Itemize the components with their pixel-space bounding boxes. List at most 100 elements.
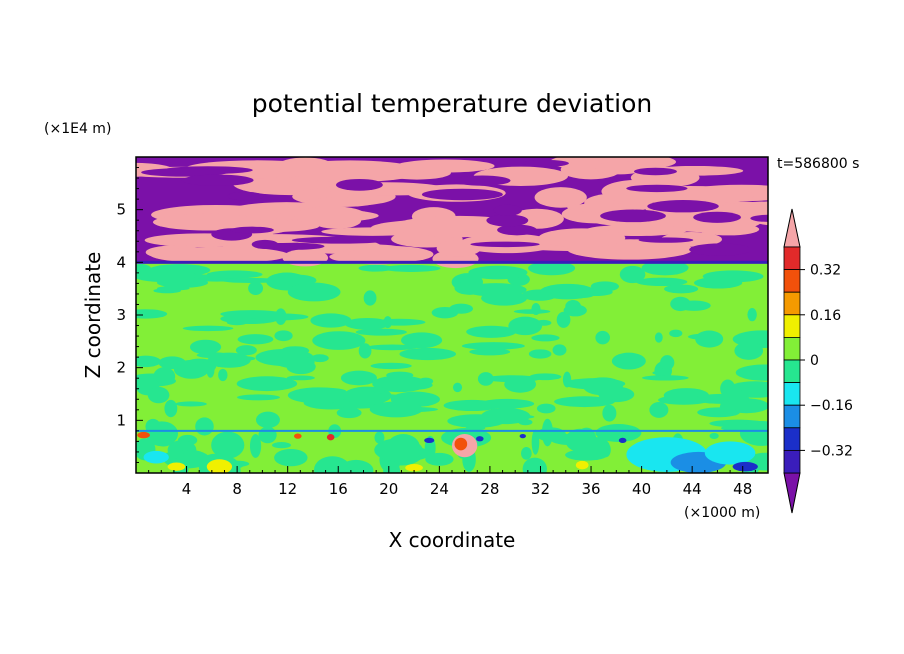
contour-patch bbox=[206, 361, 215, 378]
contour-patch bbox=[595, 330, 610, 345]
contour-patch bbox=[237, 334, 274, 345]
contour-patch bbox=[312, 286, 331, 301]
contour-patch bbox=[693, 211, 742, 223]
contour-patch bbox=[739, 420, 768, 446]
contour-patch bbox=[647, 200, 719, 213]
plot-area bbox=[136, 157, 768, 473]
contour-patch bbox=[732, 461, 758, 472]
contour-patch bbox=[158, 356, 186, 370]
contour-patch bbox=[344, 317, 390, 330]
contour-patch bbox=[704, 441, 756, 465]
contour-patch bbox=[189, 339, 222, 355]
contour-patch bbox=[275, 356, 315, 369]
contour-patch bbox=[611, 352, 646, 370]
contour-patch bbox=[563, 378, 626, 390]
contour-patch bbox=[540, 287, 553, 295]
contour-patch bbox=[304, 197, 376, 208]
contour-patch bbox=[182, 325, 234, 332]
contour-patch bbox=[468, 265, 528, 280]
contour-patch bbox=[336, 407, 362, 419]
contour-patch bbox=[664, 284, 699, 294]
contour-patch bbox=[522, 457, 547, 473]
contour-patch bbox=[689, 243, 751, 256]
contour-patch bbox=[258, 426, 277, 444]
x-tick-label: 8 bbox=[232, 480, 242, 498]
contour-patch bbox=[370, 362, 412, 370]
colorbar-segment bbox=[783, 336, 801, 361]
contour-patch bbox=[376, 407, 399, 413]
contour-patch bbox=[255, 411, 280, 429]
contour-patch bbox=[694, 393, 750, 404]
contour-patch bbox=[522, 159, 569, 167]
contour-patch bbox=[326, 434, 335, 441]
colorbar: 0.32 0.16 0 −0.16 −0.32 bbox=[783, 208, 853, 514]
contour-patch bbox=[211, 436, 221, 454]
contour-patch bbox=[164, 451, 185, 459]
x-tick-label: 48 bbox=[733, 480, 752, 498]
contour-patch bbox=[137, 431, 150, 439]
contour-patch bbox=[750, 214, 768, 222]
contour-patch bbox=[272, 442, 292, 449]
colorbar-label: −0.32 bbox=[810, 443, 853, 459]
contour-patch bbox=[669, 329, 683, 338]
contour-patch bbox=[195, 417, 214, 436]
x-tick-label: 16 bbox=[329, 480, 348, 498]
contour-patch bbox=[626, 184, 688, 193]
x-tick-label: 4 bbox=[182, 480, 192, 498]
contour-patch bbox=[454, 281, 486, 295]
contour-patch bbox=[521, 446, 532, 460]
x-tick-label: 44 bbox=[683, 480, 702, 498]
contour-patch bbox=[340, 370, 377, 386]
contour-patch bbox=[720, 379, 736, 398]
contour-patch bbox=[461, 342, 525, 350]
contour-patch bbox=[141, 168, 228, 177]
contour-patch bbox=[660, 355, 675, 371]
contour-patch bbox=[529, 373, 562, 381]
contour-patch bbox=[424, 437, 435, 443]
contour-patch bbox=[469, 348, 511, 356]
contour-patch bbox=[717, 201, 768, 216]
contour-patch bbox=[575, 460, 589, 470]
contour-patch bbox=[206, 459, 233, 473]
contour-patch bbox=[618, 437, 627, 443]
contour-patch bbox=[396, 159, 495, 173]
contour-patch bbox=[518, 419, 533, 426]
colorbar-segment bbox=[783, 449, 801, 474]
contour-patch bbox=[226, 320, 247, 326]
contour-patch bbox=[367, 393, 400, 399]
contour-patch bbox=[400, 332, 443, 349]
x-tick-label: 20 bbox=[379, 480, 398, 498]
layer-boundary-line bbox=[136, 260, 768, 264]
colorbar-label: 0.16 bbox=[810, 308, 841, 324]
contour-patch bbox=[697, 407, 740, 418]
contour-patch bbox=[447, 414, 505, 428]
contour-patch bbox=[641, 375, 689, 381]
contour-patch bbox=[688, 333, 719, 340]
contour-patch bbox=[220, 310, 284, 319]
y-tick-label: 4 bbox=[116, 253, 126, 271]
contour-patch bbox=[335, 178, 383, 191]
contour-patch bbox=[136, 309, 168, 319]
contour-patch bbox=[595, 161, 645, 175]
contour-patch bbox=[600, 442, 611, 458]
contour-patch bbox=[702, 270, 764, 283]
contour-patch bbox=[421, 188, 503, 201]
contour-patch bbox=[504, 375, 537, 393]
colorbar-top-arrow bbox=[783, 208, 801, 248]
contour-patch bbox=[236, 376, 298, 392]
contour-patch bbox=[383, 460, 401, 473]
x-tick-label: 24 bbox=[430, 480, 449, 498]
contour-patch bbox=[554, 396, 615, 408]
contour-patch bbox=[602, 404, 617, 422]
y-tick-label: 2 bbox=[116, 359, 126, 377]
contour-patch bbox=[180, 438, 190, 452]
contour-patch bbox=[641, 260, 689, 276]
y-tick-label: 5 bbox=[116, 201, 126, 219]
contour-patch bbox=[466, 325, 517, 338]
y-unit-label: (×1E4 m) bbox=[44, 121, 111, 137]
contour-patch bbox=[425, 452, 454, 466]
x-unit-label: (×1000 m) bbox=[684, 505, 760, 521]
contour-patch bbox=[355, 328, 407, 336]
contour-patch bbox=[286, 375, 315, 381]
contour-patch bbox=[274, 448, 308, 467]
